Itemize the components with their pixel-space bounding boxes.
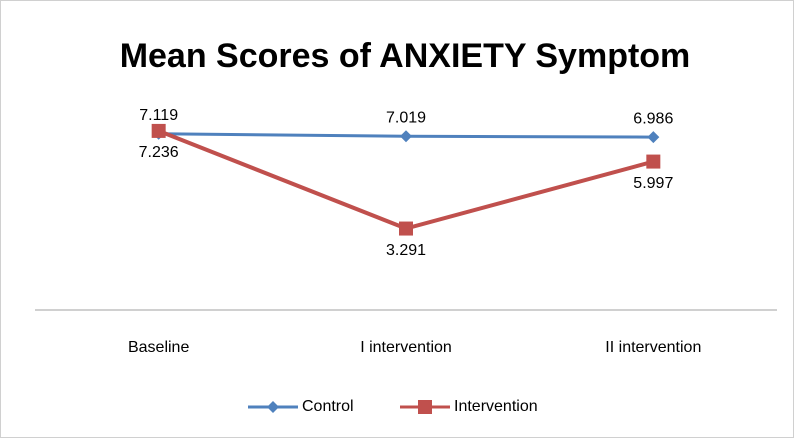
legend-marker xyxy=(418,400,432,414)
data-point xyxy=(647,131,660,144)
data-label: 7.019 xyxy=(386,109,426,126)
data-label: 3.291 xyxy=(386,242,426,259)
data-label: 5.997 xyxy=(633,175,673,192)
data-label: 7.236 xyxy=(139,144,179,161)
data-point xyxy=(399,221,413,236)
legend-label: Intervention xyxy=(454,398,538,415)
chart-title: Mean Scores of ANXIETY Symptom xyxy=(120,37,691,75)
data-label: 6.986 xyxy=(633,110,673,127)
data-point xyxy=(646,154,661,169)
x-tick-label: II intervention xyxy=(605,339,701,356)
data-point xyxy=(400,130,412,143)
legend-marker xyxy=(267,401,279,413)
x-tick-label: Baseline xyxy=(128,339,189,356)
data-label: 7.119 xyxy=(139,107,178,124)
x-tick-label: I intervention xyxy=(360,339,452,356)
data-point xyxy=(151,123,166,138)
legend-label: Control xyxy=(302,398,354,415)
